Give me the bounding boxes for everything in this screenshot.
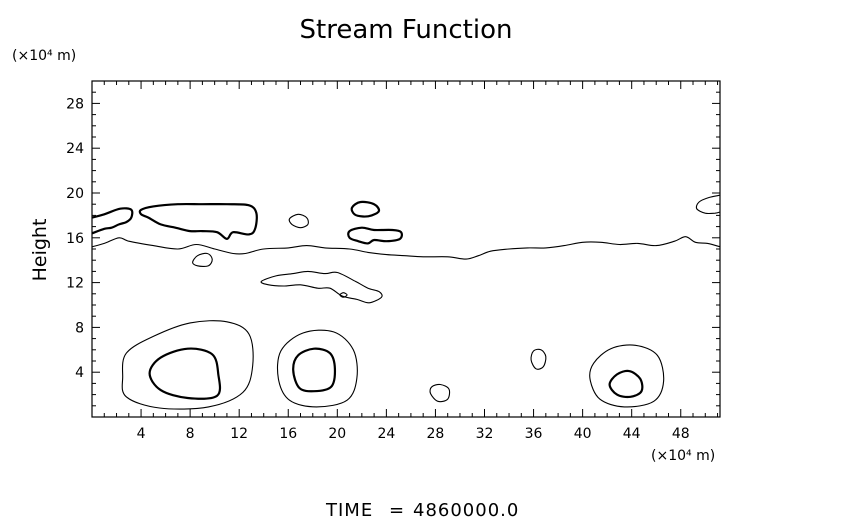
time-equals: = [389, 500, 405, 519]
contour-line-thick [608, 369, 644, 399]
y-tick-label: 28 [66, 96, 84, 112]
y-tick-label: 24 [66, 141, 84, 157]
contour-line-thick [148, 347, 222, 400]
chart-title: Stream Function [300, 15, 513, 45]
contour-line-thick [347, 226, 403, 245]
x-tick-label: 44 [623, 426, 641, 442]
x-tick-label: 32 [476, 426, 494, 442]
y-axis-unit: (×10⁴ m) [12, 48, 76, 64]
x-tick-label: 40 [574, 426, 592, 442]
contour-line-thin [121, 320, 254, 410]
x-tick-label: 36 [525, 426, 543, 442]
x-tick-label: 8 [186, 426, 195, 442]
contour-line-thin [339, 292, 348, 298]
y-axis-label: Height [29, 219, 51, 282]
contour-line-thick [292, 347, 337, 393]
contour-line-thin [276, 329, 358, 408]
x-tick-label: 4 [137, 426, 146, 442]
contour-line-thin [192, 252, 213, 267]
contour-line-thin [589, 344, 665, 408]
y-tick-label: 8 [75, 320, 84, 336]
x-tick-label: 16 [279, 426, 297, 442]
contour-line-thick [350, 200, 381, 218]
x-tick-label: 24 [377, 426, 395, 442]
contour-line-thick [138, 202, 258, 241]
y-tick-label: 12 [66, 276, 84, 292]
y-tick-label: 20 [66, 186, 84, 202]
y-tick-label: 4 [75, 365, 84, 381]
x-tick-label: 12 [230, 426, 248, 442]
plot-frame [91, 80, 721, 418]
contour-line-thin [695, 194, 721, 215]
time-label: TIME [325, 500, 373, 519]
time-footer: TIME = 4860000.0 [325, 500, 519, 519]
contour-line-thin [288, 213, 309, 229]
contour-line-thin [429, 383, 451, 403]
y-tick-label: 16 [66, 231, 84, 247]
contour-line-thin [91, 236, 721, 260]
time-value: 4860000.0 [413, 500, 519, 519]
contour-lines [91, 194, 721, 410]
x-tick-label: 48 [672, 426, 690, 442]
contour-line-thin [260, 270, 383, 304]
contour-line-thin [530, 348, 547, 370]
x-axis-unit: (×10⁴ m) [651, 448, 715, 464]
x-tick-label: 20 [328, 426, 346, 442]
x-tick-label: 28 [427, 426, 445, 442]
contour-line-thick [91, 207, 134, 235]
